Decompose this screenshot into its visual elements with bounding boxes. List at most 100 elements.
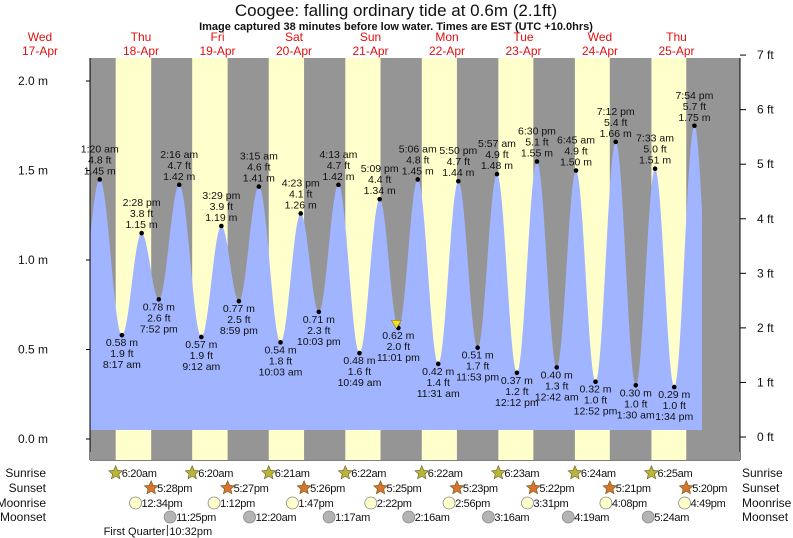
tide-label-time: 10:03 am: [259, 366, 303, 378]
moonset-icon: [482, 510, 495, 524]
moonset-time: 11:25pm: [176, 512, 216, 524]
tide-point: [534, 159, 540, 164]
sunrise-time: 6:23am: [504, 468, 539, 480]
day-date: 24-Apr: [582, 44, 618, 58]
tide-label-ft: 2.0 ft: [387, 341, 410, 353]
moonset-time: 4:19am: [574, 512, 609, 524]
right-tick-label: 7 ft: [757, 48, 774, 62]
tide-point: [336, 182, 341, 188]
sunset-time: 5:21pm: [616, 483, 651, 495]
moonset-icon: [561, 510, 575, 524]
moonset-time: 12:20am: [256, 512, 297, 524]
tide-label-time: 6:30 pm: [518, 126, 556, 138]
sunrise-time: 6:21am: [275, 468, 310, 480]
sunrise-icon: [643, 465, 660, 480]
tide-label-m: 0.78 m: [143, 301, 175, 313]
moonrise-time: 4:49pm: [691, 498, 726, 510]
moonset-time: 2:16am: [415, 512, 450, 524]
day-date: 20-Apr: [276, 44, 312, 58]
tide-label-ft: 4.8 ft: [406, 154, 429, 166]
left-tick-label: 1.0 m: [18, 253, 48, 267]
tide-label-ft: 2.3 ft: [307, 325, 330, 337]
tide-label-m: 1.26 m: [285, 199, 317, 211]
tide-label-m: 1.75 m: [678, 112, 710, 124]
left-tick-label: 2.0 m: [18, 74, 48, 88]
row-label-moonrise-left: Moonrise: [0, 496, 46, 510]
tide-label-ft: 1.9 ft: [190, 350, 213, 362]
tide-label-m: 0.40 m: [541, 369, 573, 381]
sunset-icon: [220, 480, 236, 495]
day-name: Sun: [360, 30, 381, 44]
tide-point: [256, 184, 262, 189]
tide-label-ft: 4.7 ft: [327, 160, 350, 172]
day-date: 18-Apr: [123, 44, 159, 58]
tide-label-time: 7:12 pm: [597, 106, 635, 118]
sunrise-time: 6:24am: [581, 468, 616, 480]
tide-label-time: 1:30 am: [617, 409, 655, 421]
moonset-icon: [641, 510, 655, 524]
tide-label-ft: 2.6 ft: [147, 312, 170, 324]
right-tick-label: 3 ft: [757, 266, 774, 280]
chart-subtitle: Image captured 38 minutes before low wat…: [199, 21, 593, 33]
day-name: Fri: [211, 30, 225, 44]
tide-point: [514, 370, 520, 376]
right-tick-label: 1 ft: [757, 375, 774, 389]
tide-point: [633, 383, 639, 388]
sunrise-time: 6:22am: [351, 468, 386, 480]
day-name: Tue: [513, 30, 534, 44]
tide-point: [435, 361, 441, 367]
tide-label-m: 1.34 m: [364, 185, 396, 197]
tide-label-m: 0.32 m: [579, 384, 611, 396]
row-label-moonset-right: Moonset: [742, 510, 789, 524]
sunset-time: 5:22pm: [539, 483, 574, 495]
current-level-marker: [390, 320, 402, 329]
tide-label-ft: 4.1 ft: [289, 188, 312, 200]
tide-label-m: 0.37 m: [501, 375, 533, 387]
right-tick-label: 0 ft: [757, 430, 774, 444]
sunrise-icon: [261, 465, 277, 480]
tide-label-time: 5:50 pm: [439, 145, 477, 157]
sunrise-time: 6:20am: [122, 468, 157, 480]
row-label-sunrise-right: Sunrise: [742, 466, 783, 480]
tide-label-m: 0.42 m: [422, 366, 454, 378]
left-tick-label: 0.5 m: [18, 343, 48, 357]
sunrise-icon: [108, 465, 124, 480]
row-label-sunrise-left: Sunrise: [5, 466, 46, 480]
tide-label-ft: 5.1 ft: [525, 137, 548, 149]
day-name: Wed: [28, 30, 52, 44]
moonrise-time: 12:34pm: [142, 498, 183, 510]
sunset-time: 5:28pm: [157, 483, 192, 495]
tide-label-m: 1.42 m: [322, 171, 354, 183]
tide-label-m: 0.30 m: [620, 387, 652, 399]
day-name: Thu: [666, 30, 687, 44]
moonrise-time: 2:22pm: [377, 498, 412, 510]
right-tick-label: 2 ft: [757, 321, 774, 335]
strip-day: [268, 452, 305, 460]
tide-label-ft: 1.8 ft: [269, 355, 292, 367]
tide-point: [236, 298, 242, 304]
strip-day: [345, 452, 381, 460]
tide-label-m: 0.48 m: [343, 355, 375, 367]
tide-label-time: 12:52 pm: [574, 406, 618, 418]
tide-label-ft: 1.0 ft: [624, 398, 647, 410]
sunset-time: 5:26pm: [310, 483, 345, 495]
chart-title: Coogee: falling ordinary tide at 0.6m (2…: [235, 1, 557, 20]
tide-label-time: 4:23 pm: [282, 177, 320, 189]
tide-label-ft: 1.9 ft: [110, 348, 133, 360]
moonrise-icon: [129, 496, 142, 510]
tide-point: [119, 332, 125, 338]
day-name: Wed: [588, 30, 612, 44]
tide-label-time: 11:53 pm: [456, 372, 499, 384]
day-date: 21-Apr: [352, 44, 388, 58]
tide-label-time: 8:59 pm: [220, 325, 258, 337]
tide-point: [219, 223, 224, 229]
tide-point: [456, 178, 461, 184]
tide-label-m: 0.54 m: [264, 344, 296, 356]
sunset-icon: [525, 480, 541, 495]
tide-label-m: 1.45 m: [84, 165, 116, 177]
strip-day: [192, 452, 228, 460]
moonrise-icon: [678, 496, 692, 510]
left-tick-label: 1.5 m: [18, 164, 48, 178]
tide-point: [494, 171, 500, 177]
